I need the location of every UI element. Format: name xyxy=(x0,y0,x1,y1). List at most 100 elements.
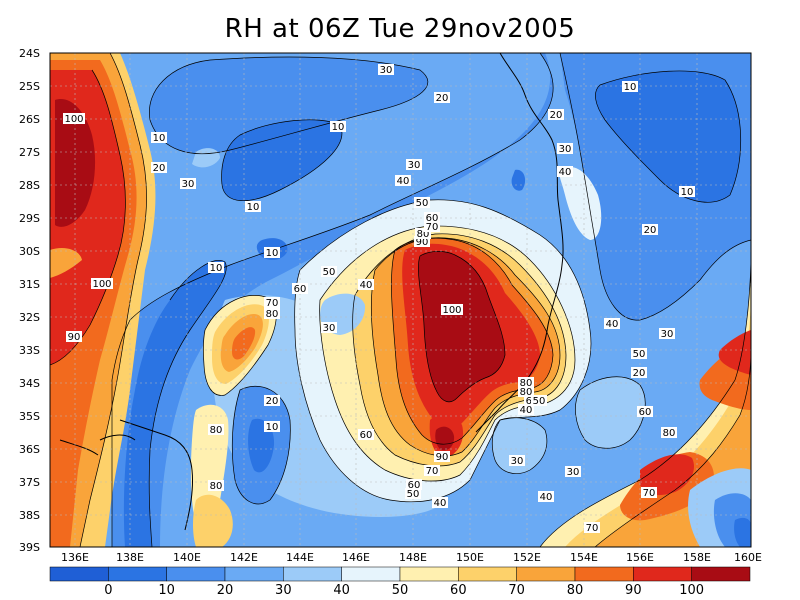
svg-text:50: 50 xyxy=(407,489,420,500)
lon-label: 150E xyxy=(456,551,484,564)
colorbar-label: 20 xyxy=(217,583,234,598)
svg-text:80: 80 xyxy=(520,378,533,389)
svg-text:30: 30 xyxy=(380,65,393,76)
lat-label: 27S xyxy=(19,146,40,159)
lat-label: 35S xyxy=(19,410,40,423)
longitude-axis: 136E 138E 140E 142E 144E 146E 148E 150E … xyxy=(61,551,762,564)
colorbar-swatch xyxy=(224,566,284,582)
map-title: RH at 06Z Tue 29nov2005 xyxy=(224,14,576,44)
contour-label: 60 xyxy=(358,429,374,441)
contour-label: 70 xyxy=(424,221,440,233)
contour-label: 20 xyxy=(631,367,647,379)
contour-label: 90 xyxy=(434,451,450,463)
colorbar-label: 80 xyxy=(567,583,584,598)
svg-text:10: 10 xyxy=(266,422,279,433)
lat-label: 29S xyxy=(19,212,40,225)
map-frame xyxy=(49,52,752,548)
lat-label: 28S xyxy=(19,179,40,192)
svg-text:30: 30 xyxy=(567,467,580,478)
contour-label: 100 xyxy=(91,278,113,290)
svg-text:60: 60 xyxy=(426,213,439,224)
svg-text:70: 70 xyxy=(586,523,599,534)
contour-label: 40 xyxy=(557,166,573,178)
contour-label-layer: 100 100 100 90 90 90 80 80 80 80 80 80 8… xyxy=(63,64,695,534)
svg-text:30: 30 xyxy=(323,323,336,334)
colorbar-swatch xyxy=(49,566,109,582)
contour-label: 60 xyxy=(406,479,422,491)
svg-text:60: 60 xyxy=(360,430,373,441)
rh-field xyxy=(50,53,751,547)
contour-label: 20 xyxy=(548,109,564,121)
contour-label: 30 xyxy=(509,455,525,467)
colorbar-swatch xyxy=(108,566,167,582)
contour-label: 70 xyxy=(264,297,280,309)
svg-text:40: 40 xyxy=(606,319,619,330)
contour-label: 60 xyxy=(637,406,653,418)
contour-label: 20 xyxy=(434,92,450,104)
svg-text:30: 30 xyxy=(182,179,195,190)
colorbar-label: 90 xyxy=(625,583,642,598)
colorbar-label: 40 xyxy=(333,583,350,598)
contour-label: 90 xyxy=(66,331,82,343)
lat-label: 32S xyxy=(19,311,40,324)
lon-label: 138E xyxy=(116,551,144,564)
colorbar-swatch xyxy=(516,566,576,582)
svg-text:80: 80 xyxy=(210,425,223,436)
svg-text:80: 80 xyxy=(520,387,533,398)
colorbar: 0 10 20 30 40 50 60 70 80 90 100 xyxy=(49,566,751,598)
svg-text:30: 30 xyxy=(511,456,524,467)
contour-label: 80 xyxy=(415,228,431,240)
colorbar-label: 30 xyxy=(275,583,292,598)
svg-text:80: 80 xyxy=(266,309,279,320)
lon-label: 152E xyxy=(513,551,541,564)
contour-label: 80 xyxy=(208,424,224,436)
contour-label: 10 xyxy=(264,421,280,433)
gridlines xyxy=(50,53,751,547)
contour-label: 50 xyxy=(531,395,547,407)
contour-label: 40 xyxy=(395,175,411,187)
colorbar-swatch xyxy=(399,566,459,582)
svg-text:20: 20 xyxy=(633,368,646,379)
lon-label: 156E xyxy=(626,551,654,564)
contour-label: 90 xyxy=(414,236,430,248)
lat-label: 38S xyxy=(19,509,40,522)
contour-label: 80 xyxy=(208,480,224,492)
svg-text:100: 100 xyxy=(64,114,83,125)
svg-text:70: 70 xyxy=(426,222,439,233)
contour-label: 100 xyxy=(441,304,463,316)
svg-text:40: 40 xyxy=(397,176,410,187)
contour-label: 10 xyxy=(208,262,224,274)
svg-text:20: 20 xyxy=(436,93,449,104)
contour-label: 30 xyxy=(659,328,675,340)
svg-text:30: 30 xyxy=(408,160,421,171)
lat-label: 25S xyxy=(19,80,40,93)
colorbar-swatch xyxy=(341,566,401,582)
lat-label: 30S xyxy=(19,245,40,258)
contour-label: 10 xyxy=(245,201,261,213)
contour-label: 70 xyxy=(641,487,657,499)
colorbar-label: 0 xyxy=(104,583,112,598)
contour-label: 80 xyxy=(661,427,677,439)
colorbar-swatch xyxy=(458,566,517,582)
svg-text:90: 90 xyxy=(436,452,449,463)
svg-text:20: 20 xyxy=(266,396,279,407)
colorbar-label: 70 xyxy=(508,583,525,598)
lon-label: 142E xyxy=(230,551,258,564)
colorbar-swatch xyxy=(691,566,751,582)
colorbar-swatch xyxy=(283,566,342,582)
contour-label: 70 xyxy=(424,465,440,477)
svg-text:50: 50 xyxy=(323,267,336,278)
contour-label: 30 xyxy=(378,64,394,76)
contour-label: 10 xyxy=(622,81,638,93)
contour-label: 30 xyxy=(180,178,196,190)
svg-text:40: 40 xyxy=(434,498,447,509)
contour-label: 10 xyxy=(151,132,167,144)
lat-label: 39S xyxy=(19,541,40,554)
contour-label: 20 xyxy=(151,162,167,174)
svg-text:10: 10 xyxy=(332,122,345,133)
contour-label: 40 xyxy=(538,491,554,503)
svg-text:40: 40 xyxy=(360,280,373,291)
colorbar-swatch xyxy=(574,566,634,582)
contour-label: 50 xyxy=(414,197,430,209)
svg-text:10: 10 xyxy=(153,133,166,144)
